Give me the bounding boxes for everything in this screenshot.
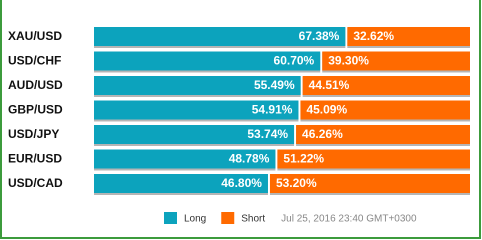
bar xyxy=(94,125,295,144)
bar xyxy=(322,51,470,71)
value-label: 53.20% xyxy=(276,176,317,190)
value-label: 44.51% xyxy=(309,78,350,92)
legend-label: Long xyxy=(184,214,206,225)
category-label: XAU/USD xyxy=(8,29,62,43)
timestamp: Jul 25, 2016 23:40 GMT+0300 xyxy=(281,214,417,225)
category-label: USD/JPY xyxy=(8,127,59,141)
value-label: 39.30% xyxy=(328,54,369,68)
bar xyxy=(94,51,321,71)
value-label: 54.91% xyxy=(252,103,293,117)
value-label: 46.80% xyxy=(221,176,262,190)
bar xyxy=(300,100,470,120)
bar xyxy=(94,174,268,193)
category-label: USD/CAD xyxy=(8,176,63,190)
bar xyxy=(94,100,299,120)
category-label: AUD/USD xyxy=(8,78,63,92)
value-label: 51.22% xyxy=(283,152,324,166)
bar xyxy=(277,149,470,169)
value-label: 45.09% xyxy=(306,103,347,117)
value-label: 48.78% xyxy=(229,152,270,166)
value-label: 60.70% xyxy=(274,54,315,68)
value-label: 46.26% xyxy=(302,127,343,141)
category-label: USD/CHF xyxy=(8,54,61,68)
bar xyxy=(94,27,346,46)
category-label: EUR/USD xyxy=(8,152,62,166)
legend-swatch xyxy=(221,212,235,224)
value-label: 55.49% xyxy=(254,78,295,92)
category-label: GBP/USD xyxy=(8,103,63,117)
bar xyxy=(347,27,470,46)
legend-label: Short xyxy=(241,214,265,225)
bar xyxy=(94,76,301,95)
value-label: 53.74% xyxy=(247,127,288,141)
bar xyxy=(94,149,276,169)
value-label: 67.38% xyxy=(299,29,340,43)
legend-swatch xyxy=(164,212,177,224)
bar xyxy=(296,125,470,144)
bar xyxy=(302,76,470,95)
value-label: 32.62% xyxy=(353,29,394,43)
bar xyxy=(269,174,470,193)
